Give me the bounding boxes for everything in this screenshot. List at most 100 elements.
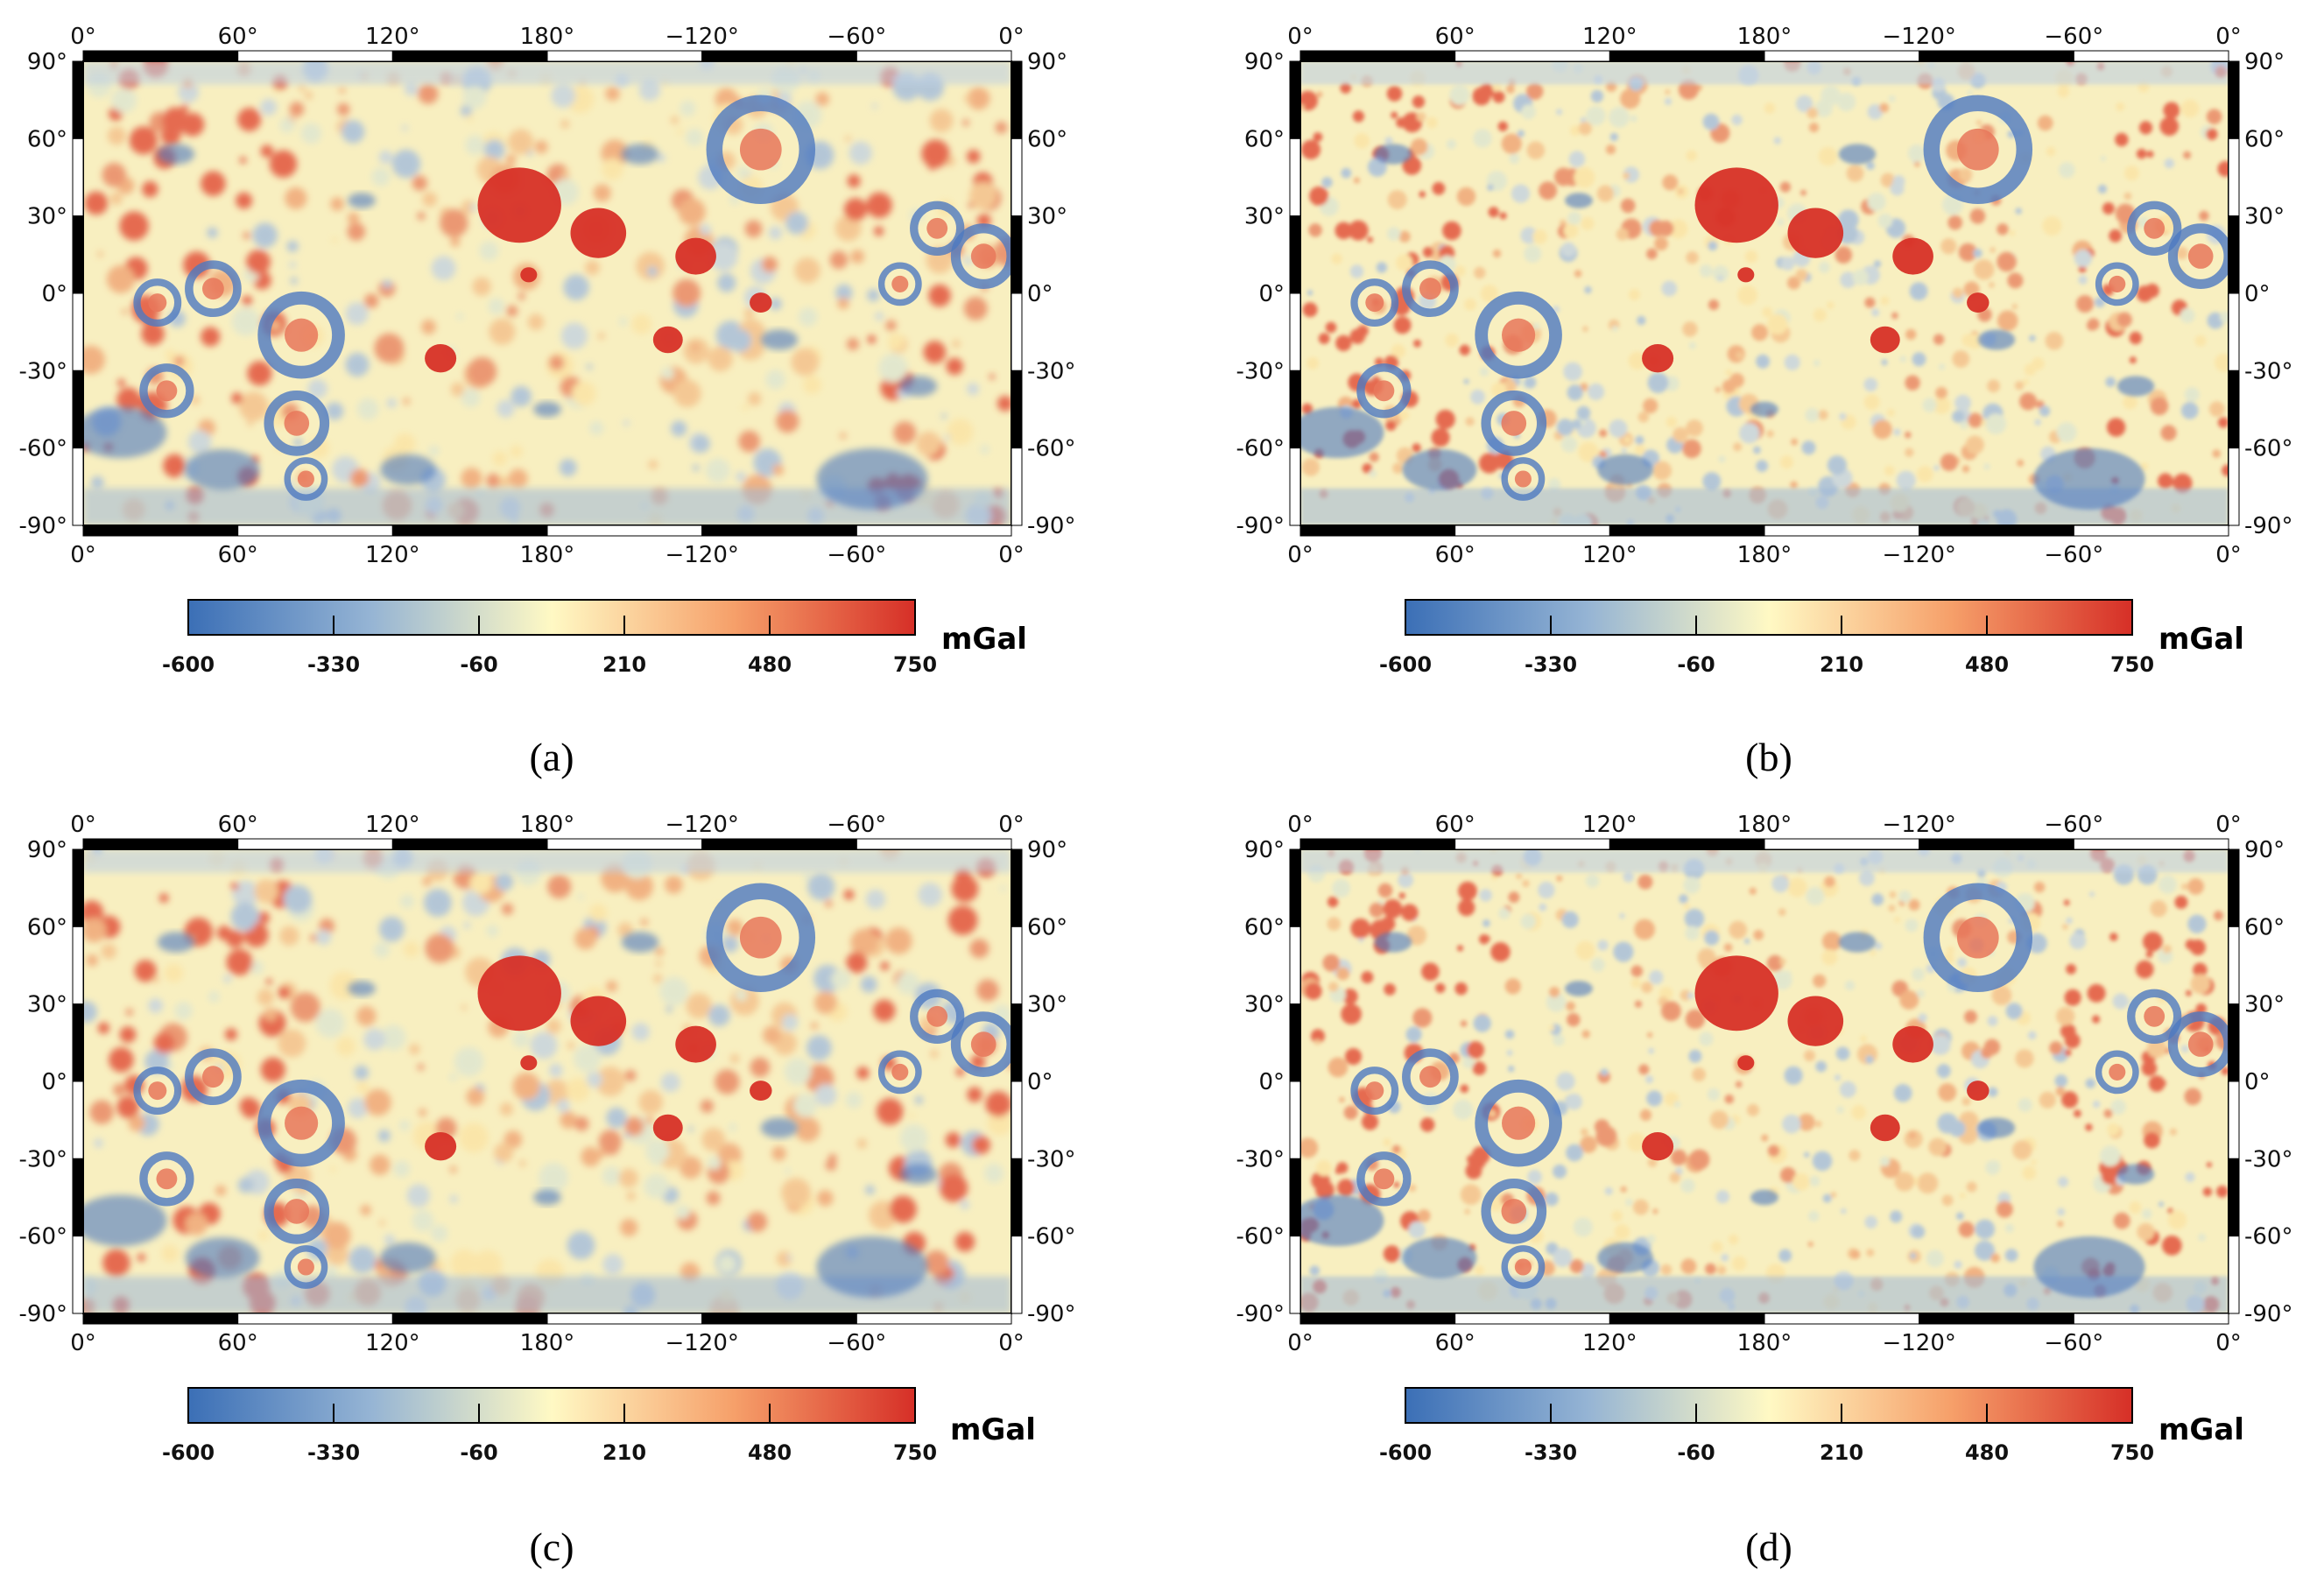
anomaly-texture	[279, 926, 299, 946]
anomaly-texture	[1344, 1048, 1363, 1066]
anomaly-texture	[2136, 148, 2147, 159]
anomaly-texture	[163, 454, 187, 478]
anomaly-texture	[1959, 167, 1973, 181]
anomaly-texture	[1422, 246, 1434, 258]
anomaly-texture	[1881, 359, 1888, 366]
anomaly-texture	[1499, 212, 1507, 220]
anomaly-texture	[967, 383, 979, 396]
anomaly-texture	[963, 95, 971, 102]
anomaly-texture	[412, 1209, 434, 1232]
anomaly-texture	[1331, 253, 1342, 264]
border-segment	[701, 524, 857, 537]
anomaly-texture	[1957, 957, 1967, 968]
anomaly-texture	[1872, 419, 1892, 440]
anomaly-texture	[1821, 931, 1842, 952]
lat-tick-label: -90°	[19, 513, 67, 539]
anomaly-texture	[602, 1137, 620, 1156]
anomaly-texture	[508, 468, 528, 489]
anomaly-texture	[1620, 1186, 1627, 1193]
border-segment	[856, 1313, 1012, 1325]
lon-tick-label: 0°	[998, 542, 1025, 568]
anomaly-texture	[460, 104, 473, 117]
anomaly-texture	[1686, 251, 1699, 264]
lat-tick-label: -60°	[1236, 1224, 1285, 1250]
ring-basin	[185, 1048, 242, 1106]
lat-tick-label: -60°	[1027, 1224, 1075, 1250]
anomaly-texture	[976, 979, 999, 1002]
anomaly-texture	[84, 191, 109, 215]
anomaly-texture	[785, 211, 809, 235]
positive-anomaly	[675, 237, 716, 275]
anomaly-texture	[518, 292, 525, 300]
anomaly-texture	[498, 476, 511, 488]
anomaly-texture	[2159, 116, 2180, 137]
lon-tick-label: −120°	[665, 542, 738, 568]
anomaly-texture	[673, 278, 701, 307]
anomaly-texture	[1412, 95, 1426, 109]
border-segment	[1764, 838, 1920, 850]
anomaly-texture	[1445, 333, 1459, 348]
ring-basin	[139, 363, 194, 419]
anomaly-texture	[887, 333, 905, 350]
anomaly-texture	[187, 430, 212, 454]
anomaly-texture	[810, 1022, 819, 1030]
anomaly-texture	[1609, 107, 1630, 128]
ring-basin-center	[1373, 1168, 1395, 1190]
anomaly-texture	[825, 899, 833, 908]
ring-basin	[185, 260, 242, 318]
anomaly-texture	[1563, 223, 1579, 238]
lat-tick-label: 90°	[2244, 837, 2285, 863]
positive-anomaly	[1694, 167, 1778, 243]
anomaly-texture	[1300, 139, 1321, 159]
anomaly-texture	[2009, 229, 2016, 236]
positive-anomaly	[477, 955, 561, 1031]
border-segment	[1299, 1313, 1456, 1325]
anomaly-texture	[967, 150, 981, 164]
anomaly-texture	[2206, 128, 2218, 140]
anomaly-texture	[1905, 919, 1919, 933]
anomaly-texture	[1806, 107, 1819, 119]
anomaly-texture	[461, 468, 482, 489]
lon-tick-label: 0°	[70, 812, 96, 838]
anomaly-texture	[1545, 1192, 1559, 1207]
anomaly-texture	[1352, 110, 1364, 123]
anomaly-texture	[1341, 1003, 1362, 1024]
anomaly-texture	[1664, 97, 1673, 106]
anomaly-texture	[2163, 102, 2180, 119]
anomaly-texture	[2194, 334, 2207, 347]
anomaly-texture	[606, 1107, 627, 1129]
anomaly-texture	[1905, 447, 1914, 457]
anomaly-texture	[1677, 187, 1684, 195]
anomaly-texture	[872, 103, 877, 109]
anomaly-texture	[1835, 1046, 1850, 1060]
anomaly-texture	[856, 1138, 867, 1149]
anomaly-texture	[113, 1083, 126, 1096]
ring-basin-center	[2109, 1063, 2126, 1081]
anomaly-texture	[660, 1073, 680, 1093]
anomaly-texture	[1300, 104, 1305, 111]
lon-tick-label: 60°	[1435, 1330, 1475, 1356]
ring-basin-center	[2144, 1005, 2166, 1027]
anomaly-texture	[1812, 1151, 1833, 1172]
border-segment	[2073, 1313, 2229, 1325]
anomaly-texture	[342, 120, 365, 144]
anomaly-texture	[867, 289, 880, 302]
anomaly-texture	[1679, 894, 1688, 904]
anomaly-texture	[987, 1110, 1011, 1136]
anomaly-texture	[586, 363, 593, 370]
anomaly-texture	[242, 295, 253, 306]
anomaly-texture	[2190, 974, 2211, 994]
anomaly-texture	[1611, 325, 1618, 332]
border-segment	[546, 1313, 703, 1325]
anomaly-texture	[671, 420, 687, 437]
anomaly-texture	[1892, 175, 1905, 188]
anomaly-texture	[2110, 1099, 2126, 1115]
anomaly-texture	[2029, 334, 2036, 341]
anomaly-texture	[1801, 440, 1816, 455]
anomaly-texture	[1630, 115, 1637, 123]
anomaly-texture	[1566, 1093, 1582, 1110]
lon-tick-label: 180°	[520, 812, 575, 838]
anomaly-texture	[331, 236, 338, 243]
anomaly-texture	[593, 184, 611, 202]
anomaly-texture	[847, 174, 861, 188]
